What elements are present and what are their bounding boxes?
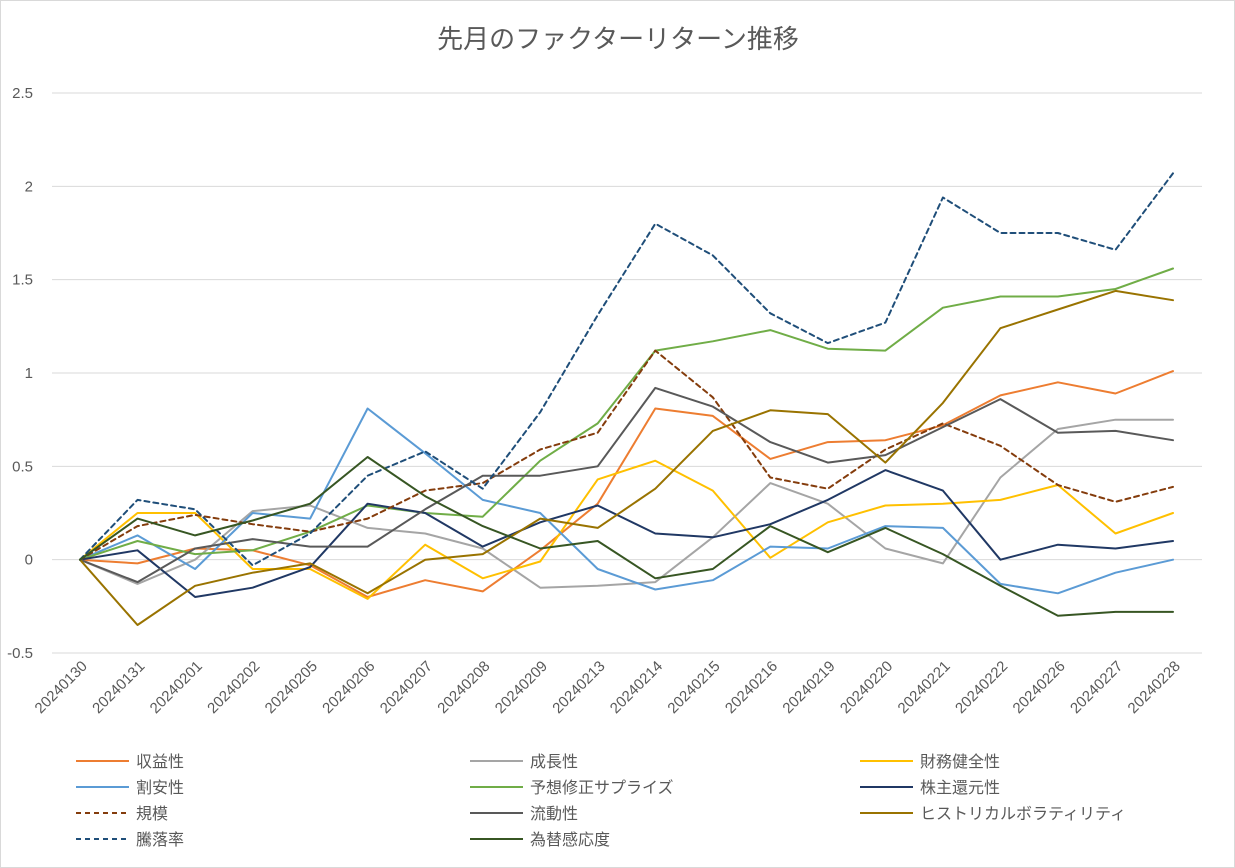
legend-label-8: ヒストリカルボラティリティ [920, 804, 1126, 823]
series-line-6 [79, 349, 1174, 561]
series-line-5 [79, 469, 1174, 598]
series-lines [79, 172, 1174, 626]
x-tick-label: 20240215 [664, 658, 723, 717]
x-tick-label: 20240131 [89, 658, 148, 717]
legend-label-0: 収益性 [136, 752, 184, 771]
legend-label-9: 騰落率 [136, 830, 184, 849]
legend-label-3: 割安性 [136, 778, 184, 797]
chart-title: 先月のファクターリターン推移 [437, 25, 799, 55]
y-tick-label: 0 [25, 552, 33, 569]
x-tick-label: 20240213 [549, 658, 608, 717]
x-tick-label: 20240130 [32, 658, 91, 717]
x-tick-label: 20240221 [895, 658, 954, 717]
x-tick-label: 20240220 [837, 658, 896, 717]
y-tick-label: -0.5 [7, 645, 33, 662]
series-line-0 [79, 370, 1174, 598]
x-tick-label: 20240201 [147, 658, 206, 717]
y-axis-ticks: -0.5 0 0.5 1 1.5 2 2.5 [7, 85, 33, 662]
y-tick-label: 2 [25, 178, 33, 195]
series-line-8 [79, 289, 1174, 626]
y-tick-label: 0.5 [12, 458, 33, 475]
x-tick-label: 20240216 [722, 658, 781, 717]
legend-label-7: 流動性 [530, 804, 578, 823]
legend-label-10: 為替感応度 [530, 830, 610, 849]
series-line-2 [79, 459, 1174, 600]
x-tick-label: 20240206 [319, 658, 378, 717]
x-tick-label: 20240226 [1010, 658, 1069, 717]
x-tick-label: 20240222 [952, 658, 1011, 717]
legend-label-5: 株主還元性 [920, 778, 1000, 797]
y-tick-label: 2.5 [12, 85, 33, 102]
x-tick-label: 20240219 [779, 658, 838, 717]
x-tick-label: 20240202 [204, 658, 263, 717]
y-tick-label: 1.5 [12, 272, 33, 289]
legend-label-4: 予想修正サプライズ [530, 778, 674, 797]
x-tick-label: 20240207 [377, 658, 436, 717]
series-line-9 [79, 172, 1174, 567]
x-axis-ticks: 2024013020240131202402012024020220240205… [32, 658, 1184, 717]
x-tick-label: 20240208 [434, 658, 493, 717]
legend-label-2: 財務健全性 [920, 752, 1000, 771]
series-line-7 [79, 386, 1174, 584]
series-line-10 [79, 456, 1174, 617]
legend-label-1: 成長性 [530, 752, 578, 771]
gridlines [52, 92, 1202, 654]
series-line-1 [79, 418, 1174, 589]
x-tick-label: 20240228 [1125, 658, 1184, 717]
y-tick-label: 1 [25, 365, 33, 382]
legend-label-6: 規模 [136, 804, 168, 823]
series-line-4 [79, 267, 1174, 561]
x-tick-label: 20240205 [262, 658, 321, 717]
x-tick-label: 20240214 [607, 658, 666, 717]
series-line-3 [79, 407, 1174, 595]
x-tick-label: 20240227 [1067, 658, 1126, 717]
x-tick-label: 20240209 [492, 658, 551, 717]
